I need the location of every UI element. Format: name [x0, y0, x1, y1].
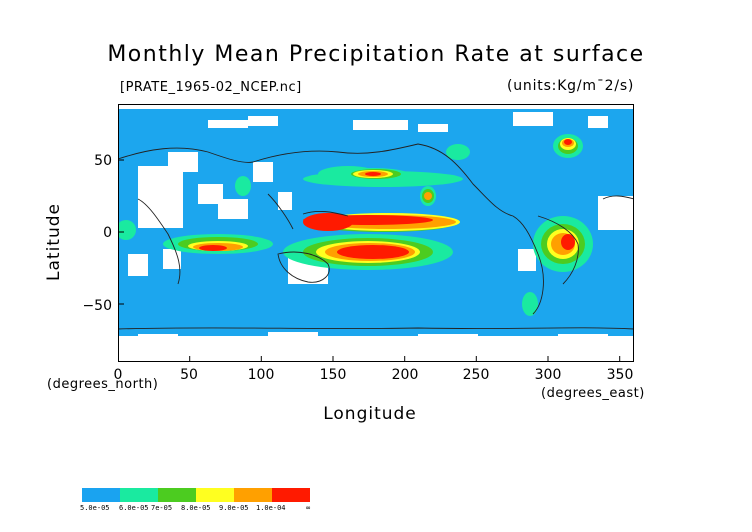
x-tick-label: 150	[319, 367, 347, 383]
x-tick-label: 100	[247, 367, 275, 383]
x-tick-label: 200	[391, 367, 419, 383]
y-tick-label: −50	[82, 298, 112, 314]
legend-swatch	[158, 488, 196, 502]
legend-label: ∞	[306, 504, 311, 512]
legend-swatch	[120, 488, 158, 502]
legend-swatch	[82, 488, 120, 502]
y-tick-label: 0	[103, 225, 112, 241]
file-name-label: [PRATE_1965-02_NCEP.nc]	[120, 80, 302, 95]
x-tick-label: 0	[113, 367, 123, 383]
legend-label: 8.0e-05	[181, 504, 211, 512]
x-tick-label: 350	[606, 367, 634, 383]
legend-label: 6.0e-05	[119, 504, 149, 512]
y-axis-title: Latitude	[44, 203, 64, 281]
x-axis-title: Longitude	[323, 404, 417, 424]
axis-ticks	[118, 159, 621, 362]
legend-swatch	[196, 488, 234, 502]
coastlines	[118, 143, 634, 330]
units-label: (units:Kg/m¯2/s)	[507, 78, 635, 94]
legend-label: 7e-05	[151, 504, 173, 512]
legend-label: 1.0e-04	[256, 504, 286, 512]
legend-label: 5.0e-05	[80, 504, 110, 512]
map-frame	[118, 104, 634, 362]
precipitation-map	[118, 104, 634, 362]
legend-label: 9.0e-05	[219, 504, 249, 512]
color-legend	[82, 488, 310, 502]
x-tick-label: 250	[462, 367, 490, 383]
legend-swatch	[234, 488, 272, 502]
y-tick-label: 50	[94, 153, 112, 169]
precip-band-red	[199, 139, 575, 259]
x-tick-label: 50	[180, 367, 198, 383]
x-tick-label: 300	[534, 367, 562, 383]
x-axis-unit: (degrees_east)	[541, 386, 645, 401]
y-axis-unit: (degrees_north)	[47, 377, 159, 392]
legend-swatch	[272, 488, 310, 502]
map-title: Monthly Mean Precipitation Rate at surfa…	[107, 42, 645, 67]
